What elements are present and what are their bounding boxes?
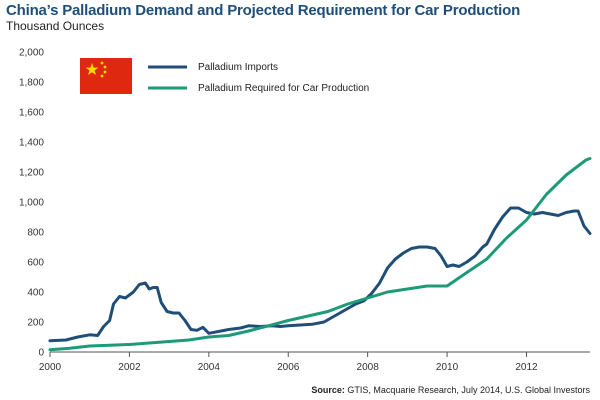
flag-large-star [85,63,99,75]
source-note: Source: GTIS, Macquarie Research, July 2… [311,385,590,395]
chart-title: China’s Palladium Demand and Projected R… [6,2,521,19]
y-tick-label: 1,800 [19,78,44,89]
y-axis-unit-label: Thousand Ounces [6,19,105,33]
source-text: GTIS, Macquarie Research, July 2014, U.S… [344,385,590,395]
y-tick-label: 600 [27,258,44,269]
x-tick-label: 2000 [39,362,62,373]
y-axis-ticks: 0 200 400 600 800 1,000 1,200 1,400 1,600 1,800 2,… [19,48,44,359]
y-tick-label: 1,200 [19,168,44,179]
series-lines [48,157,592,352]
legend-label-required: Palladium Required for Car Production [198,83,369,94]
y-tick-label: 2,000 [19,48,44,59]
series-line-required [48,157,592,352]
x-tick-label: 2006 [277,362,300,373]
china-flag-icon [80,58,132,94]
series-line-imports [48,206,592,343]
y-tick-label: 400 [27,288,44,299]
legend: Palladium Imports Palladium Required for… [80,58,369,94]
source-label: Source: [311,385,345,395]
y-tick-label: 1,400 [19,138,44,149]
x-tick-label: 2002 [118,362,141,373]
x-tick-label: 2004 [198,362,221,373]
x-tick-label: 2008 [357,362,380,373]
y-tick-label: 200 [27,318,44,329]
x-axis-ticks: 2000 2002 2004 2006 2008 2010 2012 [39,352,538,373]
x-tick-label: 2010 [436,362,459,373]
y-tick-label: 1,600 [19,108,44,119]
y-tick-label: 1,000 [19,198,44,209]
y-tick-label: 800 [27,228,44,239]
legend-label-imports: Palladium Imports [198,62,278,73]
y-tick-label: 0 [38,348,44,359]
x-tick-label: 2012 [515,362,538,373]
